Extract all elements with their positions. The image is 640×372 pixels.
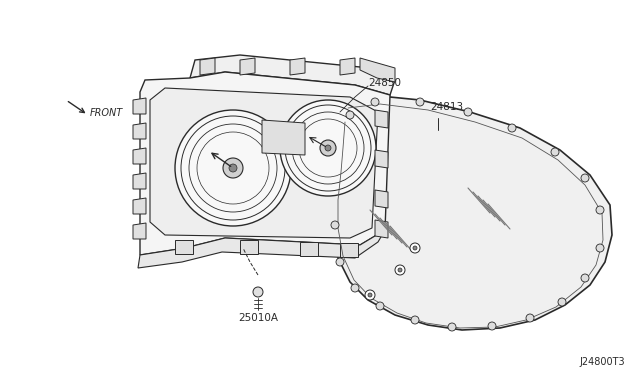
Polygon shape	[332, 95, 612, 330]
Polygon shape	[133, 173, 146, 189]
Circle shape	[413, 246, 417, 250]
Circle shape	[368, 293, 372, 297]
Circle shape	[596, 206, 604, 214]
Circle shape	[223, 158, 243, 178]
Polygon shape	[150, 88, 378, 238]
Polygon shape	[375, 220, 388, 238]
Polygon shape	[240, 58, 255, 75]
Polygon shape	[340, 58, 355, 75]
Circle shape	[488, 322, 496, 330]
Circle shape	[351, 284, 359, 292]
Polygon shape	[375, 110, 388, 128]
Circle shape	[581, 174, 589, 182]
Circle shape	[325, 145, 331, 151]
Polygon shape	[133, 98, 146, 114]
Circle shape	[395, 265, 405, 275]
Polygon shape	[190, 55, 395, 95]
Circle shape	[464, 108, 472, 116]
Circle shape	[320, 140, 336, 156]
Polygon shape	[175, 240, 193, 254]
Circle shape	[526, 314, 534, 322]
Polygon shape	[262, 120, 305, 155]
Circle shape	[448, 323, 456, 331]
Circle shape	[280, 100, 376, 196]
Polygon shape	[340, 243, 358, 257]
Text: J24800T3: J24800T3	[579, 357, 625, 367]
Polygon shape	[138, 230, 385, 268]
Circle shape	[416, 98, 424, 106]
Text: 25010A: 25010A	[238, 313, 278, 323]
Circle shape	[376, 302, 384, 310]
Circle shape	[229, 164, 237, 172]
Polygon shape	[133, 123, 146, 139]
Circle shape	[253, 287, 263, 297]
Polygon shape	[133, 148, 146, 164]
Circle shape	[346, 111, 354, 119]
Circle shape	[558, 298, 566, 306]
Text: 24850: 24850	[368, 78, 401, 88]
Polygon shape	[375, 190, 388, 208]
Circle shape	[508, 124, 516, 132]
Polygon shape	[290, 58, 305, 75]
Text: FRONT: FRONT	[90, 108, 124, 118]
Circle shape	[411, 316, 419, 324]
Circle shape	[551, 148, 559, 156]
Circle shape	[175, 110, 291, 226]
Circle shape	[410, 243, 420, 253]
Polygon shape	[133, 223, 146, 239]
Polygon shape	[200, 58, 215, 75]
Circle shape	[398, 268, 402, 272]
Circle shape	[581, 274, 589, 282]
Circle shape	[331, 221, 339, 229]
Polygon shape	[240, 240, 258, 254]
Circle shape	[596, 244, 604, 252]
Polygon shape	[360, 58, 395, 82]
Circle shape	[336, 258, 344, 266]
Polygon shape	[133, 198, 146, 214]
Polygon shape	[300, 242, 318, 256]
Polygon shape	[375, 150, 388, 168]
Circle shape	[371, 98, 379, 106]
Text: 24813: 24813	[430, 102, 463, 112]
Circle shape	[365, 290, 375, 300]
Polygon shape	[140, 72, 390, 255]
